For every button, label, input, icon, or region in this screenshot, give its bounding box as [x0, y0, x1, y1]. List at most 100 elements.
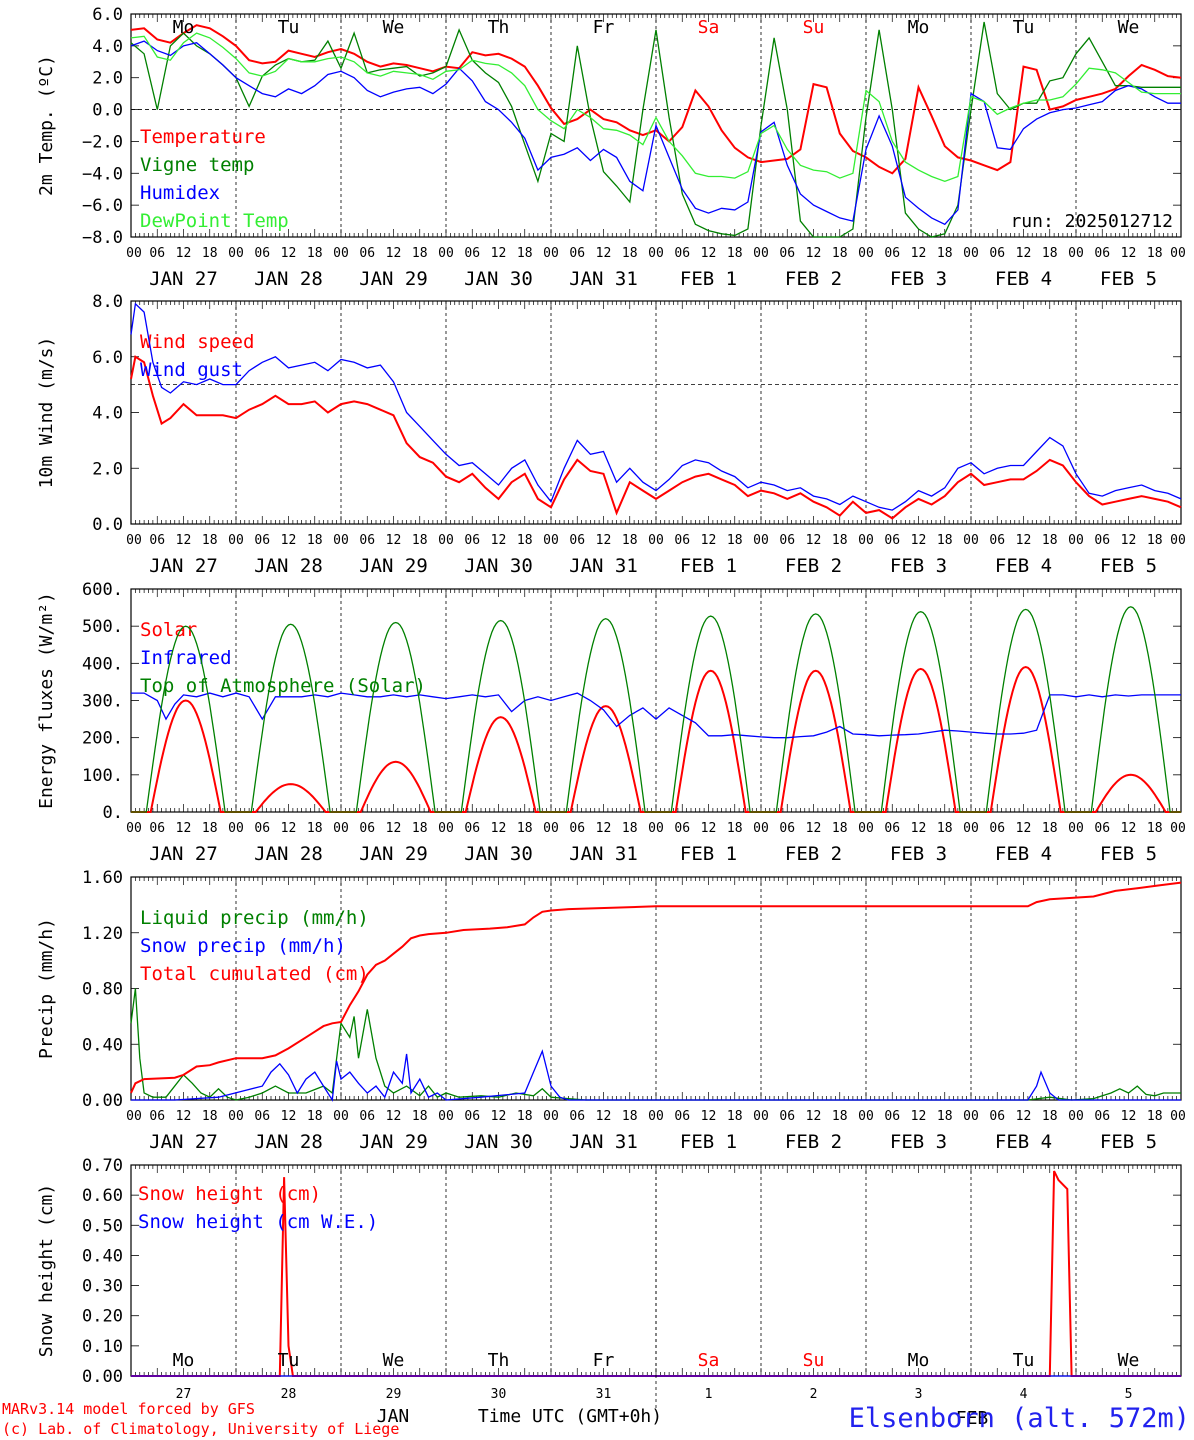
day-number: 5: [1125, 1387, 1133, 1402]
hour-label: 18: [1042, 1109, 1058, 1124]
weekday-label: Sa: [698, 1350, 720, 1371]
hour-label: 12: [596, 246, 612, 261]
hour-label: 06: [149, 821, 165, 836]
hour-label: 12: [386, 1109, 402, 1124]
legend-entry: Humidex: [140, 182, 220, 204]
y-tick-label: 0.50: [82, 1216, 123, 1236]
day-number: 31: [596, 1387, 612, 1402]
series-line: [130, 32, 1181, 182]
hour-label: 18: [412, 533, 428, 548]
y-tick-label: 2.0: [92, 459, 123, 479]
date-label: FEB 4: [995, 268, 1052, 290]
hour-label: 06: [569, 821, 585, 836]
hour-label: 18: [727, 1109, 743, 1124]
date-label: FEB 1: [680, 1131, 737, 1153]
hour-label: 12: [1016, 246, 1032, 261]
hour-label: 00: [126, 821, 142, 836]
hour-label: 00: [543, 533, 559, 548]
hour-label: 12: [491, 821, 507, 836]
station-title: Elsenborn (alt. 572m): [849, 1403, 1190, 1434]
hour-label: 18: [832, 1109, 848, 1124]
date-label: JAN 27: [149, 843, 218, 865]
weekday-label: Tu: [1013, 1350, 1035, 1371]
hour-label: 00: [648, 1109, 664, 1124]
date-label: FEB 5: [1100, 268, 1157, 290]
hour-label: 18: [412, 246, 428, 261]
date-label: JAN 30: [464, 843, 533, 865]
date-label: JAN 27: [149, 1131, 218, 1153]
hour-label: 06: [989, 821, 1005, 836]
hour-label: 06: [359, 533, 375, 548]
bottom-month-right: FEB: [956, 1408, 989, 1429]
hour-label: 12: [176, 1109, 192, 1124]
hour-label: 00: [1068, 533, 1084, 548]
hour-label: 12: [386, 821, 402, 836]
y-tick-label: 6.0: [92, 5, 123, 25]
hour-label: 06: [674, 533, 690, 548]
hour-label: 18: [412, 821, 428, 836]
date-label: FEB 5: [1100, 843, 1157, 865]
day-number: 4: [1020, 1387, 1028, 1402]
hour-label: 00: [858, 821, 874, 836]
y-tick-label: 500.: [82, 617, 123, 637]
legend-entry: Top of Atmosphere (Solar): [140, 675, 426, 697]
date-label: JAN 29: [359, 555, 428, 577]
hour-label: 18: [937, 1109, 953, 1124]
date-label: FEB 3: [890, 843, 947, 865]
hour-label: 00: [1170, 246, 1186, 261]
hour-label: 12: [596, 1109, 612, 1124]
legend-entry: Wind speed: [140, 331, 254, 353]
hour-label: 18: [622, 821, 638, 836]
hour-label: 18: [622, 1109, 638, 1124]
legend-entry: DewPoint Temp: [140, 210, 289, 232]
hour-label: 06: [1094, 1109, 1110, 1124]
hour-label: 00: [543, 1109, 559, 1124]
date-label: JAN 28: [254, 555, 323, 577]
hour-label: 06: [254, 246, 270, 261]
hour-label: 18: [832, 246, 848, 261]
panel-3: 600. 500. 400. 300. 200. 100. 0. Energy fluxes …: [36, 580, 1186, 865]
date-label: FEB 4: [995, 843, 1052, 865]
hour-label: 12: [1016, 533, 1032, 548]
hour-label: 12: [911, 821, 927, 836]
y-tick-label: 8.0: [92, 292, 123, 312]
weekday-label: Fr: [593, 17, 615, 38]
hour-label: 06: [884, 246, 900, 261]
hour-label: 18: [937, 821, 953, 836]
series-line: [130, 40, 1181, 226]
hour-label: 18: [307, 533, 323, 548]
date-label: JAN 31: [569, 555, 638, 577]
weekday-label: Th: [488, 17, 510, 38]
y-tick-label: 0.20: [82, 1307, 123, 1327]
date-label: JAN 31: [569, 1131, 638, 1153]
y-axis-label: Snow height (cm): [36, 1184, 57, 1357]
weekday-label: Tu: [278, 1350, 300, 1371]
y-tick-label: 2.0: [92, 69, 123, 89]
hour-label: 00: [438, 821, 454, 836]
y-tick-label: 300.: [82, 692, 123, 712]
date-label: JAN 29: [359, 268, 428, 290]
hour-label: 06: [359, 246, 375, 261]
hour-label: 00: [753, 533, 769, 548]
hour-label: 18: [202, 821, 218, 836]
date-label: FEB 1: [680, 843, 737, 865]
y-axis-label: Energy fluxes (W/m²): [36, 592, 57, 809]
hour-label: 12: [701, 1109, 717, 1124]
hour-label: 00: [228, 1109, 244, 1124]
hour-label: 06: [359, 821, 375, 836]
date-label: JAN 31: [569, 843, 638, 865]
y-tick-label: −8.0: [82, 228, 123, 248]
hour-label: 06: [149, 1109, 165, 1124]
hour-label: 18: [1042, 246, 1058, 261]
y-tick-label: 6.0: [92, 348, 123, 368]
date-label: FEB 3: [890, 1131, 947, 1153]
hour-label: 06: [779, 533, 795, 548]
hour-label: 00: [753, 246, 769, 261]
hour-label: 18: [517, 246, 533, 261]
hour-label: 00: [126, 1109, 142, 1124]
hour-label: 18: [727, 533, 743, 548]
legend-entry: Total cumulated (cm): [140, 963, 369, 985]
hour-label: 06: [674, 246, 690, 261]
date-label: FEB 4: [995, 1131, 1052, 1153]
